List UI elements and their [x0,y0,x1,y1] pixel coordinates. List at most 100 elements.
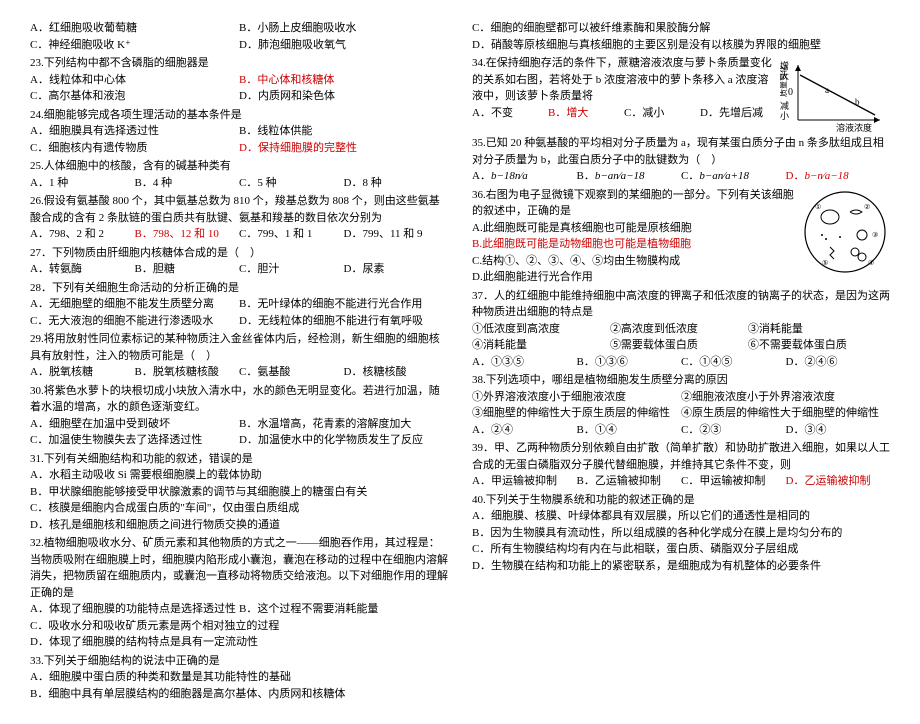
q25-b: B．4 种 [135,175,240,192]
q29-d: D．核糖核酸 [344,364,449,381]
q39-a: A．甲运输被抑制 [472,473,577,490]
q38-1: ①外界溶液浓度小于细胞液浓度 [472,389,681,406]
q32-d: D．体现了细胞膜的结构特点是具有一定流动性 [30,634,448,651]
q30-a: A．细胞壁在加温中受到破坏 [30,416,239,433]
q25-a: A．1 种 [30,175,135,192]
q39-c: C．甲运输被抑制 [681,473,786,490]
q33: 33.下列关于细胞结构的说法中正确的是 [30,653,448,670]
q23: 23.下列结构中都不含磷脂的细胞器是 [30,55,448,72]
q26-d: D．799、11 和 9 [344,226,449,243]
svg-text:⑤: ⑤ [822,259,828,267]
q22-c: C．神经细胞吸收 K⁺ [30,37,239,54]
q29-c: C．氨基酸 [239,364,344,381]
q40-a: A．细胞膜、核膜、叶绿体都具有双层膜，所以它们的通透性是相同的 [472,508,890,525]
q32: 32.植物细胞吸收水分、矿质元素和其他物质的方式之一——细胞吞作用，其过程是：当… [30,535,448,601]
q23-d: D．内质网和染色体 [239,88,448,105]
q22-opts: A．红细胞吸收葡萄糖 B．小肠上皮细胞吸收水 C．神经细胞吸收 K⁺ D．肺泡细… [30,20,448,53]
q23-b: B．中心体和核糖体 [239,72,448,89]
q33-c: C．细胞的细胞壁都可以被纤维素酶和果胶酶分解 [472,20,890,37]
q33-b: B．细胞中具有单层膜结构的细胞器是高尔基体、内质网和核糖体 [30,686,448,703]
q37-D: D．②④⑥ [786,354,891,371]
q40: 40.下列关于生物膜系统和功能的叙述正确的是 [472,492,890,509]
q31: 31.下列有关细胞结构和功能的叙述，错误的是 [30,451,448,468]
q27-c: C．胆汁 [239,261,344,278]
q25: 25.人体细胞中的核酸，含有的碱基种类有 [30,158,448,175]
figure-1-graph: a b 增 大 0 减 小 溶液浓度 质量变化 [780,55,890,135]
cell-diagram-icon: ① ② ③ ④ ⑤ [800,187,890,277]
q40-d: D．生物膜在结构和功能上的紧密联系，是细胞成为有机整体的必要条件 [472,558,890,575]
q37-B: B．①③⑥ [577,354,682,371]
q40-c: C．所有生物膜结构均有内在与此相联，蛋白质、磷脂双分子层组成 [472,541,890,558]
q37-2: ②高浓度到低浓度 [610,321,748,338]
q35-d: D．b−n⁄a−18 [786,168,891,185]
q31-b: B．甲状腺细胞能够接受甲状腺激素的调节与其细胞膜上的糖蛋白有关 [30,484,448,501]
q32-a: A．体现了细胞膜的功能特点是选择透过性 [30,601,239,618]
q39: 39．甲、乙两种物质分别依赖自由扩散（简单扩散）和协助扩散进入细胞，如果以人工合… [472,440,890,473]
right-column: C．细胞的细胞壁都可以被纤维素酶和果胶酶分解 D．硝酸等原核细胞与真核细胞的主要… [472,20,890,704]
q24-d: D．保持细胞膜的完整性 [239,140,448,157]
q24-c: C．细胞核内有遗传物质 [30,140,239,157]
svg-text:b: b [855,97,860,107]
q34-c: C．减小 [624,105,700,122]
q26-a: A．798、2 和 2 [30,226,135,243]
q38-D: D．③④ [786,422,891,439]
q26-b: B．798、12 和 10 [135,226,240,243]
q35-a: A．b−18n⁄a [472,168,577,185]
svg-text:a: a [825,85,829,95]
q29-b: B．脱氧核糖核酸 [135,364,240,381]
q37-1: ①低浓度到高浓度 [472,321,610,338]
q23-a: A．线粒体和中心体 [30,72,239,89]
q28-d: D．无线粒体的细胞不能进行有氧呼吸 [239,313,448,330]
svg-text:0: 0 [788,87,793,98]
q26: 26.假设有氨基酸 800 个，其中氨基总数为 810 个，羧基总数为 808 … [30,193,448,226]
q22-a: A．红细胞吸收葡萄糖 [30,20,239,37]
q29-a: A．脱氧核糖 [30,364,135,381]
svg-text:④: ④ [868,259,874,267]
q37-5: ⑤需要载体蛋白质 [610,337,748,354]
q33-d: D．硝酸等原核细胞与真核细胞的主要区别是没有以核膜为界限的细胞壁 [472,37,890,54]
page-columns: A．红细胞吸收葡萄糖 B．小肠上皮细胞吸收水 C．神经细胞吸收 K⁺ D．肺泡细… [30,20,890,704]
q34-a: A．不变 [472,105,548,122]
svg-text:减: 减 [780,100,789,111]
q25-c: C．5 种 [239,175,344,192]
q37-C: C．①④⑤ [681,354,786,371]
q39-b: B．乙运输被抑制 [577,473,682,490]
q28: 28．下列有关细胞生命活动的分析正确的是 [30,280,448,297]
q38-2: ②细胞液浓度小于外界溶液浓度 [681,389,890,406]
q40-b: B．因为生物膜具有流动性，所以组成膜的各种化学成分在膜上是均匀分布的 [472,525,890,542]
q37: 37．人的红细胞中能维持细胞中高浓度的钾离子和低浓度的钠离子的状态，是因为这两种… [472,288,890,321]
q35: 35.已知 20 种氨基酸的平均相对分子质量为 a，现有某蛋白质分子由 n 条多… [472,135,890,168]
q31-c: C．核膜是细胞内合成蛋白质的"车间"，仅由蛋白质组成 [30,500,448,517]
q27-d: D．尿素 [344,261,449,278]
q37-6: ⑥不需要载体蛋白质 [748,337,886,354]
q22-d: D．肺泡细胞吸收氧气 [239,37,448,54]
svg-text:②: ② [864,203,870,211]
q34-b: B．增大 [548,105,624,122]
q37-A: A．①③⑤ [472,354,577,371]
q30-c: C．加温使生物膜失去了选择透过性 [30,432,239,449]
left-column: A．红细胞吸收葡萄糖 B．小肠上皮细胞吸收水 C．神经细胞吸收 K⁺ D．肺泡细… [30,20,448,704]
q27-b: B．胆糖 [135,261,240,278]
q38-B: B．①④ [577,422,682,439]
svg-text:小: 小 [780,111,789,121]
graph-icon: a b 增 大 0 减 小 溶液浓度 质量变化 [780,55,890,135]
svg-text:质量变化: 质量变化 [780,65,788,97]
q24-b: B．线粒体供能 [239,123,448,140]
q27-a: A．转氨酶 [30,261,135,278]
q23-c: C．高尔基体和液泡 [30,88,239,105]
q30: 30.将紫色水萝卜的块根切成小块放入清水中，水的颜色无明显变化。若进行加温，随着… [30,383,448,416]
q32-c: C．吸收水分和吸收矿质元素是两个相对独立的过程 [30,618,448,635]
q34-d: D．先增后减 [700,105,776,122]
q24: 24.细胞能够完成各项生理活动的基本条件是 [30,107,448,124]
q28-a: A．无细胞壁的细胞不能发生质壁分离 [30,296,239,313]
figure-2-cell: ① ② ③ ④ ⑤ [800,187,890,277]
q28-b: B．无叶绿体的细胞不能进行光合作用 [239,296,448,313]
q37-4: ④消耗能量 [472,337,610,354]
q29: 29.将用放射性同位素标记的某种物质注入金丝雀体内后，经检测，新生细胞的细胞核具… [30,331,448,364]
q31-a: A．水稻主动吸收 Si 需要根细胞膜上的载体协助 [30,467,448,484]
svg-text:①: ① [815,203,821,211]
q39-d: D．乙运输被抑制 [786,473,891,490]
q38-3: ③细胞壁的伸缩性大于原生质层的伸缩性 [472,405,681,422]
q30-b: B．水温增高，花青素的溶解度加大 [239,416,448,433]
svg-text:③: ③ [872,231,878,239]
